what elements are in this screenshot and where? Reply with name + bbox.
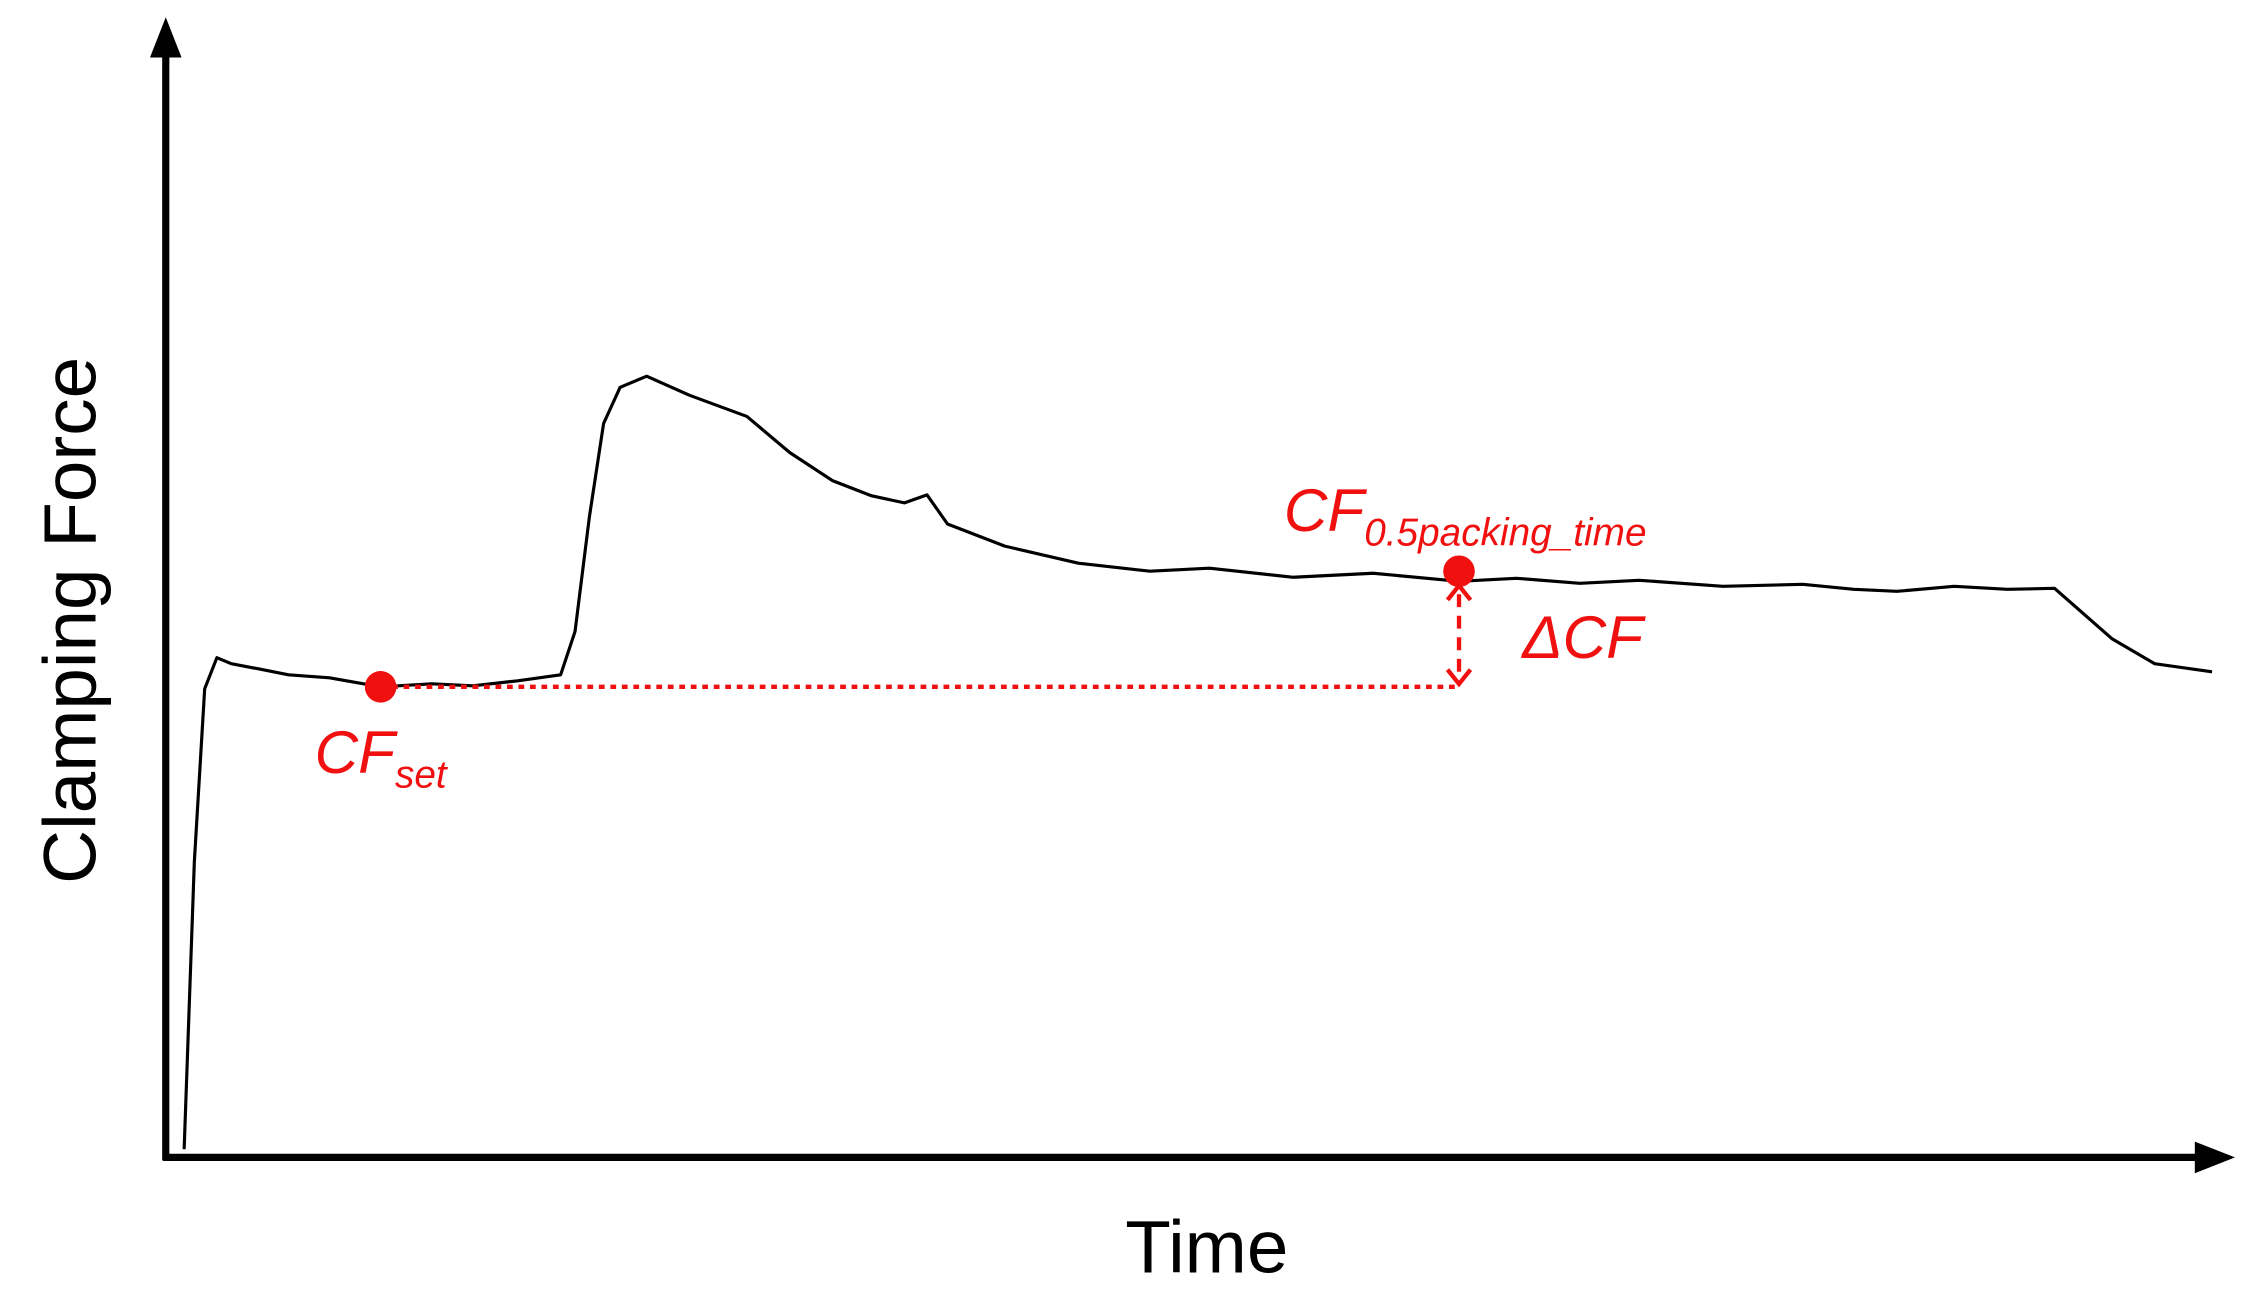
x-axis-arrow xyxy=(2194,1141,2236,1174)
x-axis-label: Time xyxy=(1125,1204,1288,1288)
data-line xyxy=(182,374,2213,1150)
annotation-point xyxy=(364,671,397,703)
annotation-label: CFset xyxy=(315,718,449,796)
axes xyxy=(149,17,2236,1174)
annotation-point xyxy=(1443,555,1475,588)
annotation-subscript: set xyxy=(395,753,449,796)
annotation-text: CF xyxy=(1284,476,1368,544)
y-axis-label: Clamping Force xyxy=(27,357,111,884)
annotation-text: CF xyxy=(315,718,399,786)
annotation-subscript: 0.5packing_time xyxy=(1364,511,1646,554)
delta-arrow-head xyxy=(1445,668,1473,688)
delta-label: ΔCF xyxy=(1520,603,1646,671)
annotation-label: CF0.5packing_time xyxy=(1284,476,1647,554)
y-axis-arrow xyxy=(149,17,182,58)
